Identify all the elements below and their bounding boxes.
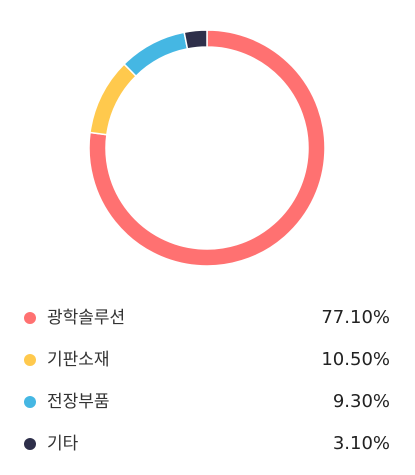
legend-marker — [24, 438, 36, 450]
legend-label: 기판소재 — [47, 350, 110, 370]
donut-slice-1 — [88, 29, 326, 267]
legend-label: 기타 — [47, 434, 79, 454]
donut-chart — [88, 29, 326, 267]
donut-slice-4 — [183, 29, 208, 50]
legend-item: 기판소재 10.50% — [0, 340, 415, 382]
legend-value: 10.50% — [321, 349, 390, 370]
donut-slice-2 — [89, 62, 138, 136]
legend-item: 광학솔루션 77.10% — [0, 298, 415, 340]
legend-marker — [24, 312, 36, 324]
chart-legend: 광학솔루션 77.10% 기판소재 10.50% 전장부품 9.30% 기타 3.10% — [0, 298, 415, 466]
legend-item: 기타 3.10% — [0, 424, 415, 466]
legend-label: 전장부품 — [47, 392, 110, 412]
legend-marker — [24, 354, 36, 366]
donut-slice-3 — [123, 31, 189, 78]
legend-marker — [24, 396, 36, 408]
legend-item: 전장부품 9.30% — [0, 382, 415, 424]
legend-label: 광학솔루션 — [47, 308, 126, 328]
legend-value: 9.30% — [332, 391, 390, 412]
legend-value: 3.10% — [332, 433, 390, 454]
legend-value: 77.10% — [321, 307, 390, 328]
